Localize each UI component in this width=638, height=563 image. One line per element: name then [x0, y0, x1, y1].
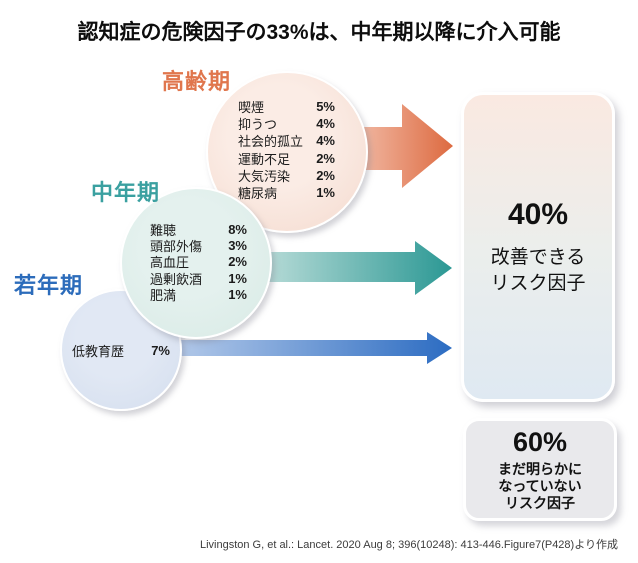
factor-value: 1%	[228, 270, 247, 286]
factor-row: 運動不足 2%	[238, 150, 335, 167]
factor-name: 低教育歴	[72, 344, 125, 360]
stage-label-young: 若年期	[14, 273, 84, 298]
factor-row: 頭部外傷 3%	[150, 237, 247, 254]
factor-value: 4%	[316, 133, 335, 149]
unknown-risk-label-line: まだ明らかに	[498, 460, 582, 477]
stage-label-senior: 高齢期	[162, 69, 232, 94]
factor-value: 3%	[228, 237, 247, 253]
factor-name: 難聴	[150, 222, 177, 238]
page-title: 認知症の危険因子の33%は、中年期以降に介入可能	[77, 21, 561, 44]
factor-value: 7%	[151, 343, 170, 359]
stage-label-middle: 中年期	[91, 180, 161, 205]
factor-value: 1%	[316, 185, 335, 201]
young-arrow-icon	[175, 332, 452, 364]
factor-value: 2%	[316, 167, 335, 183]
factor-value: 5%	[316, 99, 335, 115]
unknown-risk-label-line: なっていない	[498, 477, 582, 494]
factor-row: 糖尿病 1%	[238, 184, 335, 201]
factor-name: 過剰飲酒	[150, 271, 203, 287]
factor-value: 1%	[228, 286, 247, 302]
middle-factor-list: 難聴 8% 頭部外傷 3% 高血圧 2% 過剰飲酒 1% 肥満 1%	[150, 221, 247, 303]
modifiable-risk-label-line: 改善できる	[490, 246, 586, 268]
factor-row: 難聴 8%	[150, 221, 247, 238]
factor-name: 喫煙	[238, 100, 265, 116]
factor-name: 高血圧	[150, 255, 190, 271]
stage-circle-middle	[120, 187, 272, 339]
factor-row: 社会的孤立 4%	[238, 132, 335, 149]
factor-value: 2%	[228, 254, 247, 270]
factor-row: 抑うつ 4%	[238, 115, 335, 132]
factor-name: 肥満	[150, 287, 177, 303]
factor-row: 低教育歴 7%	[72, 342, 170, 359]
citation-text: Livingston G, et al.: Lancet. 2020 Aug 8…	[199, 539, 618, 551]
factor-value: 8%	[228, 221, 247, 237]
unknown-risk-percent: 60%	[512, 426, 568, 457]
factor-row: 過剰飲酒 1%	[150, 270, 247, 287]
young-factor-list: 低教育歴 7%	[72, 342, 170, 359]
senior-factor-list: 喫煙 5% 抑うつ 4% 社会的孤立 4% 運動不足 2% 大気汚染 2% 糖尿…	[238, 98, 335, 201]
middle-arrow-icon	[265, 241, 452, 295]
factor-name: 大気汚染	[238, 168, 291, 184]
factor-name: 社会的孤立	[238, 134, 304, 150]
modifiable-risk-percent: 40%	[507, 197, 569, 231]
modifiable-risk-box: 40% 改善できる リスク因子	[461, 92, 615, 402]
factor-name: 抑うつ	[238, 117, 278, 133]
factor-row: 大気汚染 2%	[238, 167, 335, 184]
factor-row: 肥満 1%	[150, 286, 247, 303]
factor-value: 4%	[316, 116, 335, 132]
factor-name: 頭部外傷	[150, 238, 203, 254]
modifiable-risk-label-line: リスク因子	[490, 272, 586, 294]
factor-name: 運動不足	[238, 151, 291, 167]
factor-row: 喫煙 5%	[238, 98, 335, 115]
factor-value: 2%	[316, 150, 335, 166]
unknown-risk-label-line: リスク因子	[505, 495, 575, 512]
unknown-risk-box: 60% まだ明らかに なっていない リスク因子	[463, 418, 617, 521]
factor-row: 高血圧 2%	[150, 254, 247, 270]
factor-name: 糖尿病	[238, 186, 278, 202]
